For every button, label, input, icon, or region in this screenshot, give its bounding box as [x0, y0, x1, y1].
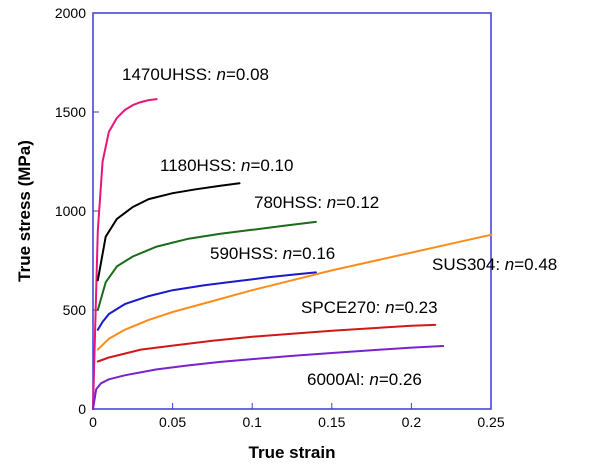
- x-tick-label: 0.05: [159, 414, 186, 430]
- y-tick-label: 2000: [55, 5, 86, 21]
- x-axis-title: True strain: [249, 443, 336, 462]
- series-label-n: n: [283, 244, 292, 263]
- series-label-name: 1180HSS:: [160, 156, 241, 175]
- series-line-1470uhss: [92, 98, 158, 410]
- x-tick-label: 0.15: [318, 414, 345, 430]
- series-label-name: 6000Al:: [307, 370, 369, 389]
- series-line-590hss: [96, 271, 317, 331]
- series-label-n-value: =0.10: [250, 156, 293, 175]
- series-label-n: n: [385, 298, 394, 317]
- series-label-n-value: =0.16: [292, 244, 335, 263]
- series-label-name: 780HSS:: [254, 193, 327, 212]
- series-label-780hss: 780HSS: n=0.12: [254, 193, 379, 212]
- series-label-n: n: [369, 370, 378, 389]
- series-label-590hss: 590HSS: n=0.16: [210, 244, 335, 263]
- series-label-name: SPCE270:: [301, 298, 385, 317]
- y-axis-ticks: 0 500 1000 1500 2000: [55, 5, 99, 417]
- series-label-name: SUS304:: [432, 255, 505, 274]
- y-axis-title: True stress (MPa): [15, 140, 34, 282]
- series-label-6000al: 6000Al: n=0.26: [307, 370, 422, 389]
- y-tick-label: 1000: [55, 203, 86, 219]
- series-line-sus304: [96, 233, 492, 351]
- series-label-n-value: =0.23: [395, 298, 438, 317]
- series-label-n-value: =0.48: [514, 255, 557, 274]
- series-label-1180hss: 1180HSS: n=0.10: [160, 156, 293, 175]
- x-tick-label: 0: [89, 414, 97, 430]
- series-label-n: n: [217, 65, 226, 84]
- x-tick-label: 0.25: [477, 414, 504, 430]
- x-axis-ticks: 0 0.05 0.1 0.15 0.2 0.25: [89, 403, 505, 430]
- series-label-sus304: SUS304: n=0.48: [432, 255, 557, 274]
- series-label-spce270: SPCE270: n=0.23: [301, 298, 438, 317]
- series-label-name: 1470UHSS:: [122, 65, 217, 84]
- series-label-n-value: =0.08: [226, 65, 269, 84]
- x-tick-label: 0.1: [242, 414, 262, 430]
- series-label-name: 590HSS:: [210, 244, 283, 263]
- y-tick-label: 1500: [55, 104, 86, 120]
- series-label-n: n: [241, 156, 250, 175]
- series-line-1180hss: [96, 182, 241, 282]
- series-line-6000al: [92, 345, 445, 410]
- series-label-n-value: =0.12: [336, 193, 379, 212]
- x-tick-label: 0.2: [402, 414, 422, 430]
- y-tick-label: 0: [78, 401, 86, 417]
- series-lines: [92, 98, 492, 410]
- series-line-780hss: [96, 220, 317, 311]
- series-label-1470uhss: 1470UHSS: n=0.08: [122, 65, 269, 84]
- y-tick-label: 500: [63, 302, 87, 318]
- series-label-n-value: =0.26: [379, 370, 422, 389]
- series-line-spce270: [96, 323, 437, 363]
- series-label-n: n: [505, 255, 514, 274]
- series-label-n: n: [327, 193, 336, 212]
